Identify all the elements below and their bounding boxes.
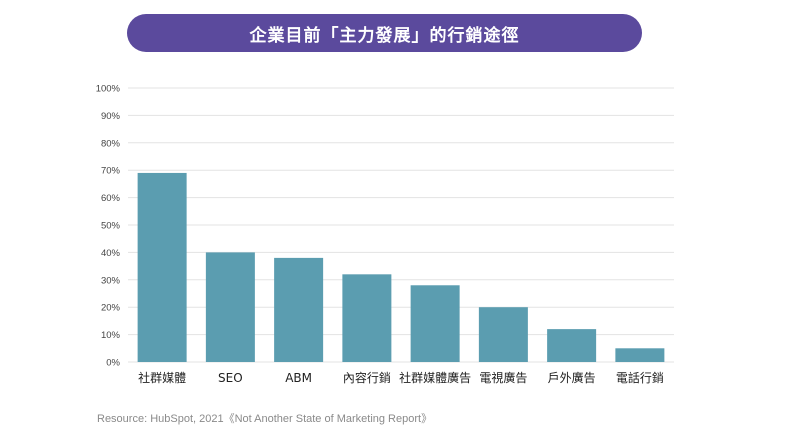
x-tick-label: 電話行銷 (616, 370, 664, 385)
y-tick-label: 80% (101, 138, 121, 149)
x-tick-label: 社群媒體 (138, 370, 186, 385)
chart-title: 企業目前「主力發展」的行銷途徑 (127, 14, 642, 52)
y-tick-label: 100% (96, 84, 121, 95)
bar (342, 274, 392, 362)
y-tick-label: 70% (101, 166, 121, 177)
x-tick-label: 電視廣告 (479, 370, 527, 385)
x-tick-label: 內容行銷 (343, 370, 391, 385)
y-tick-label: 20% (101, 303, 121, 314)
x-tick-label: 社群媒體廣告 (399, 370, 471, 385)
y-tick-label: 40% (101, 248, 121, 259)
x-tick-label: SEO (218, 371, 243, 385)
y-tick-label: 0% (106, 358, 120, 369)
source-note: Resource: HubSpot, 2021《Not Another Stat… (97, 413, 433, 425)
bar (478, 307, 528, 362)
bar (547, 329, 597, 362)
y-tick-label: 30% (101, 275, 121, 286)
bar (615, 348, 665, 362)
y-tick-label: 60% (101, 193, 121, 204)
bar (205, 252, 255, 362)
bar (137, 172, 187, 362)
x-tick-label: 戶外廣告 (548, 371, 596, 385)
y-tick-label: 50% (101, 221, 121, 232)
y-tick-label: 90% (101, 111, 121, 122)
bar (274, 257, 324, 362)
chart-title-text: 企業目前「主力發展」的行銷途徑 (249, 25, 520, 46)
bar (410, 285, 460, 362)
y-tick-label: 10% (101, 330, 121, 341)
x-tick-label: ABM (285, 371, 312, 385)
